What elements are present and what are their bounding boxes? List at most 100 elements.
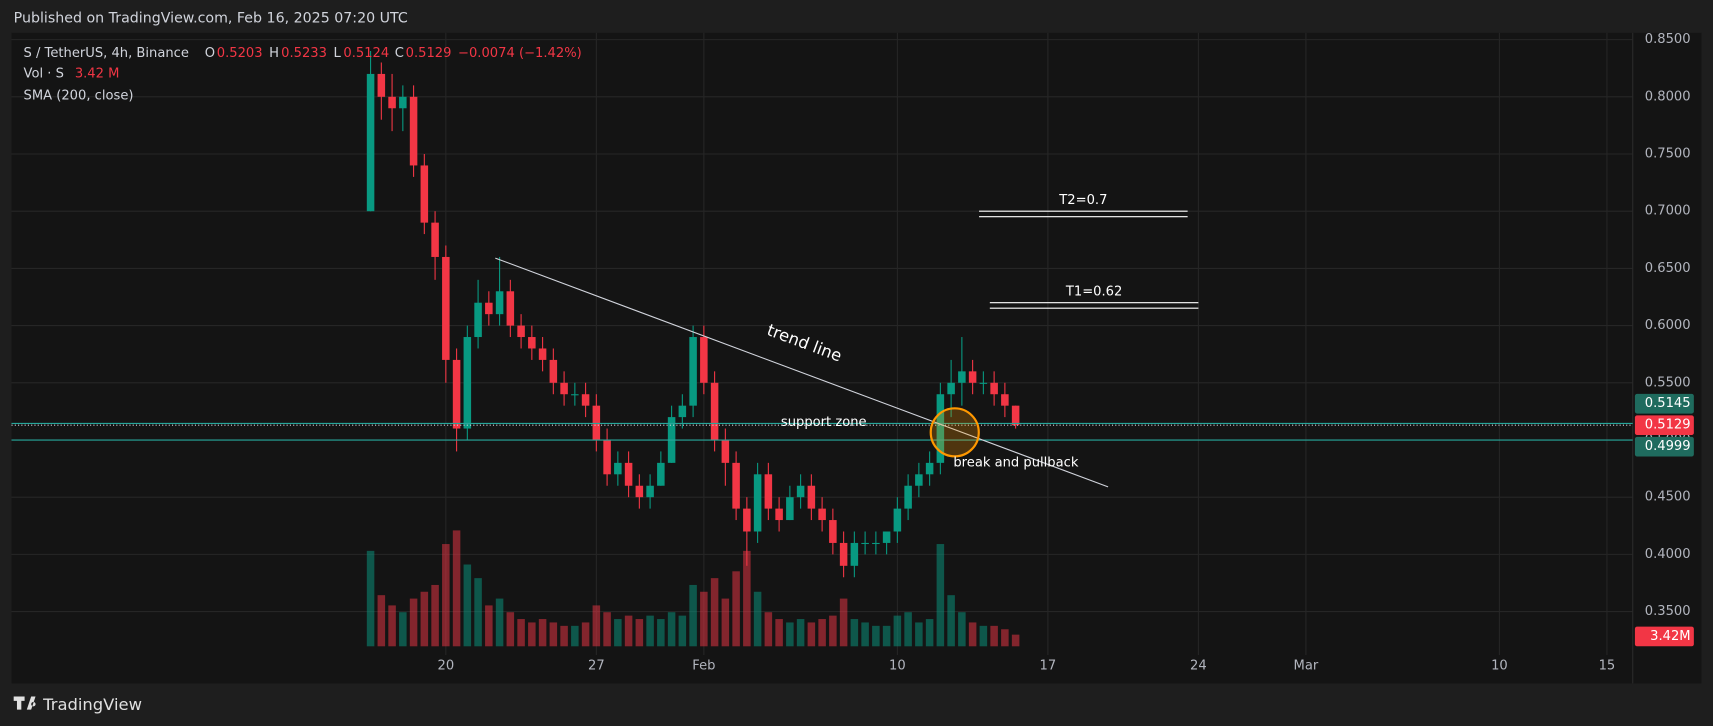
candle-body bbox=[635, 485, 644, 498]
volume-bar bbox=[592, 605, 601, 647]
candle-body bbox=[990, 382, 998, 395]
price-badge-label: 0.4999 bbox=[1645, 439, 1691, 454]
volume-bar bbox=[538, 619, 547, 647]
candle-body bbox=[872, 542, 880, 545]
pullback-label: break and pullback bbox=[953, 455, 1078, 470]
candle-body bbox=[495, 291, 504, 315]
candle-body bbox=[829, 520, 837, 543]
volume-bar bbox=[442, 544, 450, 647]
volume-bar bbox=[388, 605, 396, 647]
candle-body bbox=[721, 439, 730, 463]
candle-body bbox=[958, 371, 966, 383]
c-value: 0.5129 bbox=[406, 46, 452, 61]
candle-body bbox=[452, 359, 461, 429]
candle-body bbox=[474, 302, 482, 338]
volume-bar bbox=[377, 595, 386, 647]
candle-body bbox=[764, 474, 773, 509]
y-tick-label: 0.3500 bbox=[1645, 604, 1691, 619]
candle-body bbox=[603, 439, 611, 475]
candle-body bbox=[431, 222, 439, 257]
candle-body bbox=[925, 462, 934, 475]
volume-bar bbox=[485, 605, 493, 647]
volume-bar bbox=[732, 571, 740, 647]
candle-body bbox=[517, 325, 525, 338]
candle-body bbox=[442, 256, 450, 360]
volume-bar bbox=[399, 612, 407, 647]
footer bbox=[0, 685, 1713, 726]
volume-bar bbox=[517, 619, 525, 647]
candle-body bbox=[775, 508, 783, 521]
candle-body bbox=[549, 359, 558, 383]
highlight-circle bbox=[929, 407, 980, 458]
candle-body bbox=[915, 474, 923, 486]
volume-bar bbox=[581, 622, 590, 647]
y-tick-label: 0.8000 bbox=[1645, 89, 1691, 104]
candle-body bbox=[571, 394, 579, 396]
candle-body bbox=[796, 485, 805, 498]
volume-bar bbox=[420, 591, 429, 647]
volume-bar bbox=[872, 625, 880, 647]
volume-bar bbox=[796, 619, 805, 647]
x-tick-label: 24 bbox=[1190, 658, 1207, 673]
volume-bar bbox=[990, 625, 998, 647]
volume-badge bbox=[1634, 626, 1694, 647]
volume-bar bbox=[560, 625, 568, 647]
candle-body bbox=[506, 291, 515, 326]
candle-body bbox=[366, 73, 375, 212]
candle-body bbox=[420, 165, 429, 223]
volume-bar bbox=[893, 615, 902, 647]
volume-bar bbox=[495, 598, 504, 647]
volume-bar bbox=[882, 625, 891, 647]
candle-body bbox=[786, 497, 794, 521]
x-tick-label: 17 bbox=[1040, 658, 1057, 673]
volume-bar bbox=[839, 598, 848, 647]
volume-bar bbox=[925, 619, 934, 647]
candle-body bbox=[689, 337, 697, 406]
candle-body bbox=[646, 485, 654, 498]
candle-body bbox=[743, 508, 751, 532]
h-value: 0.5233 bbox=[281, 46, 327, 61]
volume-bar bbox=[958, 612, 966, 647]
volume-bar bbox=[431, 584, 439, 647]
volume-bar bbox=[678, 615, 687, 647]
candle-body bbox=[710, 382, 719, 440]
logo bbox=[13, 696, 36, 710]
candle-body bbox=[388, 96, 396, 109]
candle-body bbox=[409, 96, 418, 166]
x-tick-label: 27 bbox=[588, 658, 605, 673]
x-tick-label: 15 bbox=[1599, 658, 1616, 673]
trend-line bbox=[495, 257, 1109, 488]
l-value: 0.5124 bbox=[343, 46, 389, 61]
volume-bar bbox=[646, 615, 654, 647]
candle-body bbox=[560, 382, 568, 395]
candle-body bbox=[861, 542, 869, 545]
candle-body bbox=[947, 382, 955, 395]
x-tick-label: Feb bbox=[692, 658, 715, 673]
y-tick-label: 0.6000 bbox=[1645, 318, 1691, 333]
candle-body bbox=[700, 337, 708, 383]
y-tick-label: 0.7500 bbox=[1645, 147, 1691, 162]
volume-bar bbox=[807, 622, 816, 647]
volume-bar bbox=[753, 591, 762, 647]
candle-body bbox=[807, 485, 816, 509]
volume-bar bbox=[915, 622, 923, 647]
candle-body bbox=[979, 382, 988, 384]
candle-body bbox=[538, 348, 547, 360]
published: Published on TradingView.com, Feb 16, 20… bbox=[14, 11, 408, 27]
volume-bar bbox=[979, 625, 988, 647]
volume-badge-label: 3.42M bbox=[1650, 629, 1690, 644]
o-label: O bbox=[205, 46, 215, 61]
volume-bar bbox=[947, 595, 955, 647]
price-badge bbox=[1634, 393, 1694, 414]
volume-bar bbox=[968, 622, 977, 647]
y-tick-label: 0.8500 bbox=[1645, 32, 1691, 47]
h-label: H bbox=[269, 46, 279, 61]
volume-bar bbox=[409, 598, 418, 647]
volume-bar bbox=[528, 622, 536, 647]
y-tick-label: 0.6500 bbox=[1645, 261, 1691, 276]
volume-bar bbox=[603, 612, 611, 647]
volume-bar bbox=[571, 625, 579, 647]
candle-body bbox=[893, 508, 902, 532]
x-tick-label: 10 bbox=[1491, 658, 1508, 673]
volume-bar bbox=[710, 578, 719, 647]
